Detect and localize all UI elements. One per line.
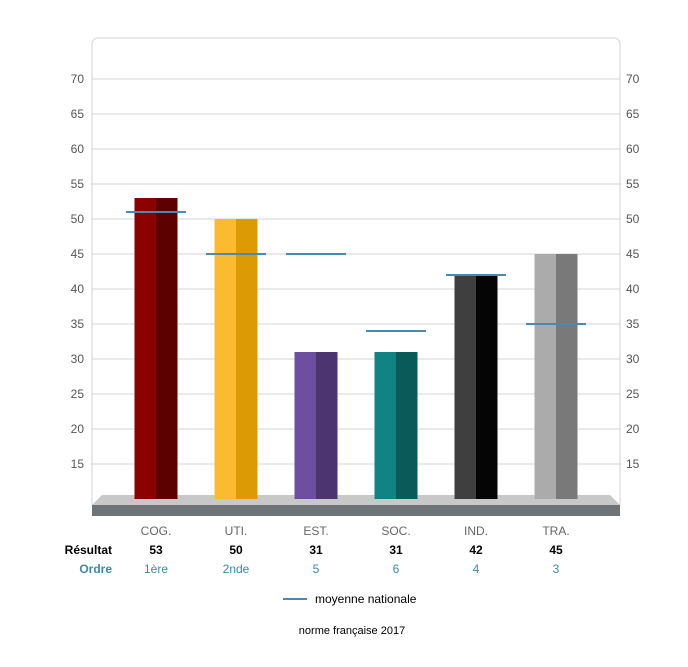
y-tick-label-left: 55 (71, 177, 85, 191)
y-tick-label-right: 60 (626, 142, 640, 156)
bar-side-face (156, 198, 178, 499)
order-value: 6 (393, 562, 400, 576)
bar-side-face (316, 352, 338, 499)
order-value: 4 (473, 562, 480, 576)
bar (134, 198, 178, 499)
category-label: TRA. (542, 524, 569, 538)
category-label: IND. (464, 524, 488, 538)
y-tick-label-left: 40 (71, 282, 85, 296)
y-axis-right: 15 20 25 30 35 40 45 50 55 60 65 70 (626, 72, 640, 471)
category-label: UTI. (225, 524, 248, 538)
result-value: 50 (229, 543, 243, 557)
row-label-order: Ordre (79, 562, 112, 576)
bar-side-face (396, 352, 418, 499)
category-label: SOC. (381, 524, 410, 538)
result-value: 53 (149, 543, 163, 557)
y-tick-label-right: 40 (626, 282, 640, 296)
result-value: 31 (309, 543, 323, 557)
bar-front-face (374, 352, 396, 499)
bar-side-face (556, 254, 578, 499)
order-values: 1ère 2nde 5 6 4 3 (144, 562, 560, 576)
bar (454, 275, 498, 499)
grid-lines (92, 78, 620, 465)
y-tick-label-right: 50 (626, 212, 640, 226)
y-tick-label-left: 65 (71, 107, 85, 121)
result-value: 45 (549, 543, 563, 557)
bar-front-face (454, 275, 476, 499)
legend-mean-label: moyenne nationale (315, 592, 417, 606)
y-tick-label-right: 65 (626, 107, 640, 121)
order-value: 1ère (144, 562, 168, 576)
order-value: 2nde (223, 562, 250, 576)
category-label: COG. (141, 524, 172, 538)
y-tick-label-left: 50 (71, 212, 85, 226)
result-value: 42 (469, 543, 483, 557)
y-tick-label-left: 35 (71, 317, 85, 331)
y-tick-label-right: 70 (626, 72, 640, 86)
y-axis-left: 15 20 25 30 35 40 45 50 55 60 65 70 (71, 72, 85, 471)
y-tick-label-right: 30 (626, 352, 640, 366)
y-tick-label-right: 15 (626, 457, 640, 471)
order-value: 3 (553, 562, 560, 576)
mean-lines (126, 211, 586, 332)
category-labels: COG. UTI. EST. SOC. IND. TRA. (141, 524, 570, 538)
y-tick-label-right: 20 (626, 422, 640, 436)
bar-side-face (236, 219, 258, 499)
result-values: 53 50 31 31 42 45 (149, 543, 563, 557)
bar (374, 352, 418, 499)
bar-front-face (534, 254, 556, 499)
order-value: 5 (313, 562, 320, 576)
y-tick-label-right: 45 (626, 247, 640, 261)
y-tick-label-left: 60 (71, 142, 85, 156)
bar-side-face (476, 275, 498, 499)
bar-front-face (214, 219, 236, 499)
floor-front (92, 505, 620, 516)
bar (294, 352, 338, 499)
bar-front-face (294, 352, 316, 499)
bar (534, 254, 578, 499)
category-label: EST. (303, 524, 328, 538)
y-tick-label-left: 30 (71, 352, 85, 366)
y-tick-label-right: 55 (626, 177, 640, 191)
y-tick-label-left: 20 (71, 422, 85, 436)
row-label-result: Résultat (65, 543, 112, 557)
y-tick-label-left: 15 (71, 457, 85, 471)
footnote: norme française 2017 (299, 625, 405, 637)
bars (134, 198, 578, 499)
result-value: 31 (389, 543, 403, 557)
y-tick-label-left: 25 (71, 387, 85, 401)
bar-front-face (134, 198, 156, 499)
bar (214, 219, 258, 499)
y-tick-label-right: 35 (626, 317, 640, 331)
y-tick-label-left: 70 (71, 72, 85, 86)
y-tick-label-left: 45 (71, 247, 85, 261)
y-tick-label-right: 25 (626, 387, 640, 401)
